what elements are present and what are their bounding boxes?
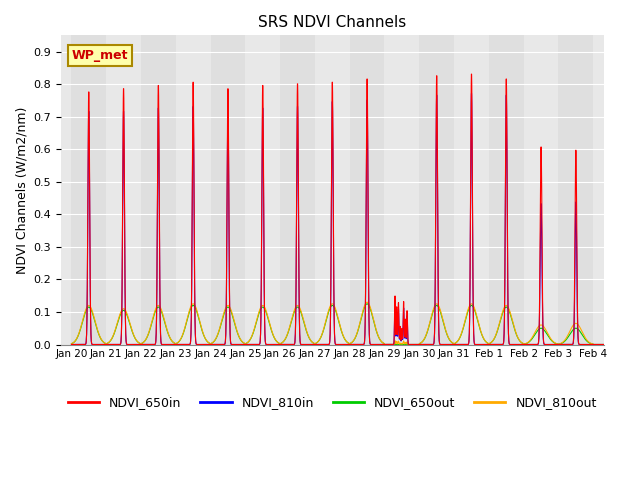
Bar xyxy=(211,36,245,345)
Legend: NDVI_650in, NDVI_810in, NDVI_650out, NDVI_810out: NDVI_650in, NDVI_810in, NDVI_650out, NDV… xyxy=(63,391,602,414)
Text: WP_met: WP_met xyxy=(72,49,129,62)
Bar xyxy=(559,36,593,345)
Title: SRS NDVI Channels: SRS NDVI Channels xyxy=(258,15,406,30)
Bar xyxy=(280,36,315,345)
Bar xyxy=(72,36,106,345)
Bar xyxy=(489,36,524,345)
Bar xyxy=(141,36,176,345)
Bar xyxy=(349,36,385,345)
Y-axis label: NDVI Channels (W/m2/nm): NDVI Channels (W/m2/nm) xyxy=(15,106,28,274)
Bar xyxy=(419,36,454,345)
